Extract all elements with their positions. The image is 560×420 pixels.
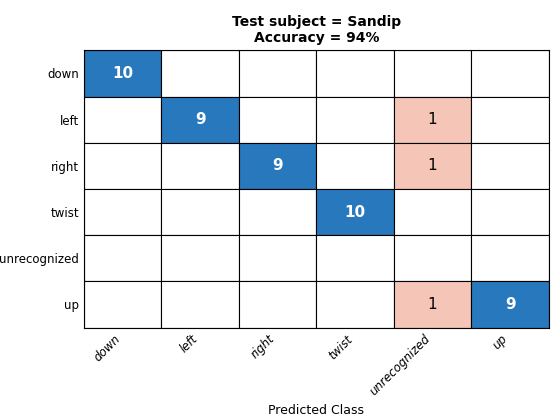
Bar [394,189,472,235]
Bar [316,235,394,281]
Bar [394,235,472,281]
Bar [161,97,239,143]
Bar [239,189,316,235]
Bar [84,143,161,189]
Bar [84,189,161,235]
Bar [239,97,316,143]
Bar [161,235,239,281]
Bar [472,143,549,189]
Bar [394,281,472,328]
Bar [316,281,394,328]
Bar [316,143,394,189]
Text: 1: 1 [428,158,437,173]
Bar [84,281,161,328]
Bar [239,50,316,97]
X-axis label: Predicted Class: Predicted Class [268,404,365,417]
Bar [472,97,549,143]
Text: 10: 10 [112,66,133,81]
Text: 9: 9 [195,112,206,127]
Bar [84,235,161,281]
Bar [161,281,239,328]
Bar [316,97,394,143]
Bar [239,281,316,328]
Bar [316,189,394,235]
Text: 9: 9 [505,297,515,312]
Bar [316,50,394,97]
Text: 1: 1 [428,297,437,312]
Bar [239,143,316,189]
Bar [161,143,239,189]
Text: 10: 10 [344,205,366,220]
Title: Test subject = Sandip
Accuracy = 94%: Test subject = Sandip Accuracy = 94% [232,15,401,45]
Text: 9: 9 [272,158,283,173]
Bar [161,50,239,97]
Bar [472,189,549,235]
Bar [394,50,472,97]
Bar [472,281,549,328]
Bar [472,235,549,281]
Bar [84,97,161,143]
Bar [239,235,316,281]
Bar [394,143,472,189]
Bar [472,50,549,97]
Bar [394,97,472,143]
Bar [84,50,161,97]
Text: 1: 1 [428,112,437,127]
Bar [161,189,239,235]
